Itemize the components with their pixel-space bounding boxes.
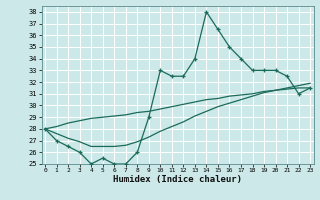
X-axis label: Humidex (Indice chaleur): Humidex (Indice chaleur)	[113, 175, 242, 184]
